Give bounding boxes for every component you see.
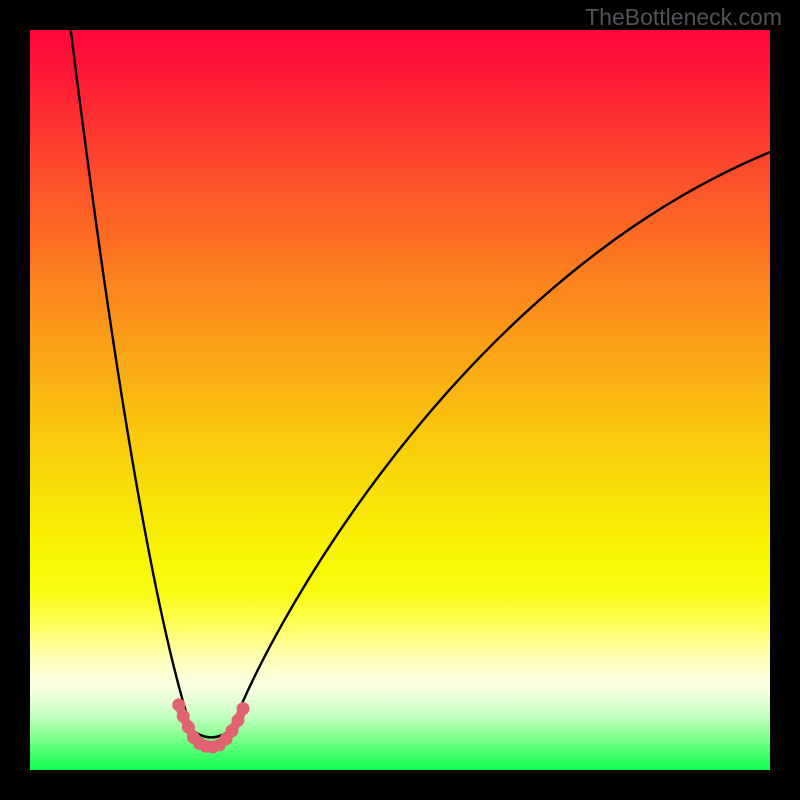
marker-point bbox=[237, 702, 250, 715]
chart-svg bbox=[30, 30, 770, 770]
marker-point bbox=[177, 709, 190, 722]
chart-container: TheBottleneck.com bbox=[0, 0, 800, 800]
watermark-text: TheBottleneck.com bbox=[585, 4, 782, 31]
marker-point bbox=[172, 698, 185, 711]
marker-point bbox=[231, 714, 244, 727]
gradient-background bbox=[30, 30, 770, 770]
plot-area bbox=[30, 30, 770, 770]
